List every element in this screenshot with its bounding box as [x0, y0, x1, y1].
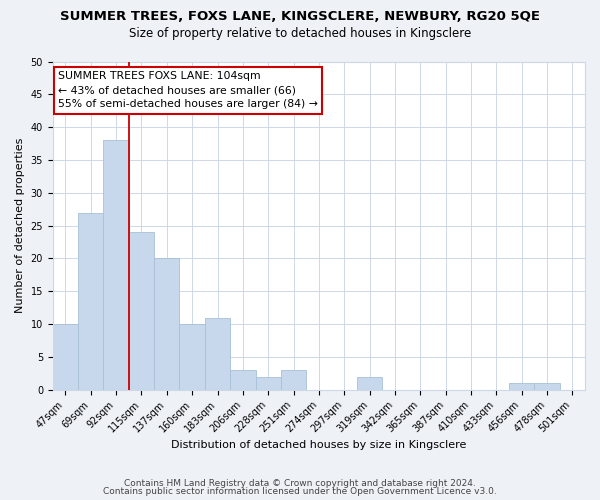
Text: Contains public sector information licensed under the Open Government Licence v3: Contains public sector information licen… [103, 487, 497, 496]
Text: SUMMER TREES, FOXS LANE, KINGSCLERE, NEWBURY, RG20 5QE: SUMMER TREES, FOXS LANE, KINGSCLERE, NEW… [60, 10, 540, 23]
Bar [129, 232, 154, 390]
Bar [53, 324, 78, 390]
Bar [357, 376, 382, 390]
Bar [154, 258, 179, 390]
Bar [179, 324, 205, 390]
Bar [78, 212, 103, 390]
Text: Contains HM Land Registry data © Crown copyright and database right 2024.: Contains HM Land Registry data © Crown c… [124, 478, 476, 488]
Y-axis label: Number of detached properties: Number of detached properties [15, 138, 25, 314]
X-axis label: Distribution of detached houses by size in Kingsclere: Distribution of detached houses by size … [171, 440, 467, 450]
Bar [281, 370, 306, 390]
Bar [103, 140, 129, 390]
Bar [256, 376, 281, 390]
Bar [509, 383, 535, 390]
Text: SUMMER TREES FOXS LANE: 104sqm
← 43% of detached houses are smaller (66)
55% of : SUMMER TREES FOXS LANE: 104sqm ← 43% of … [58, 72, 318, 110]
Bar [205, 318, 230, 390]
Text: Size of property relative to detached houses in Kingsclere: Size of property relative to detached ho… [129, 28, 471, 40]
Bar [535, 383, 560, 390]
Bar [230, 370, 256, 390]
